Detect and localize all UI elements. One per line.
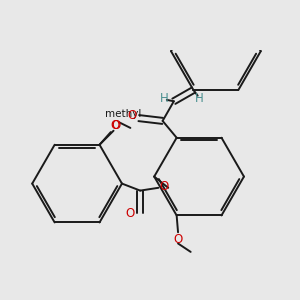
Text: O: O (110, 118, 120, 132)
Text: H: H (195, 92, 203, 105)
Text: O: O (112, 118, 121, 132)
Text: methyl: methyl (105, 109, 142, 119)
Text: O: O (173, 233, 183, 246)
Text: O: O (159, 180, 169, 193)
Text: H: H (160, 92, 168, 105)
Text: O: O (126, 206, 135, 220)
Text: O: O (127, 109, 136, 122)
